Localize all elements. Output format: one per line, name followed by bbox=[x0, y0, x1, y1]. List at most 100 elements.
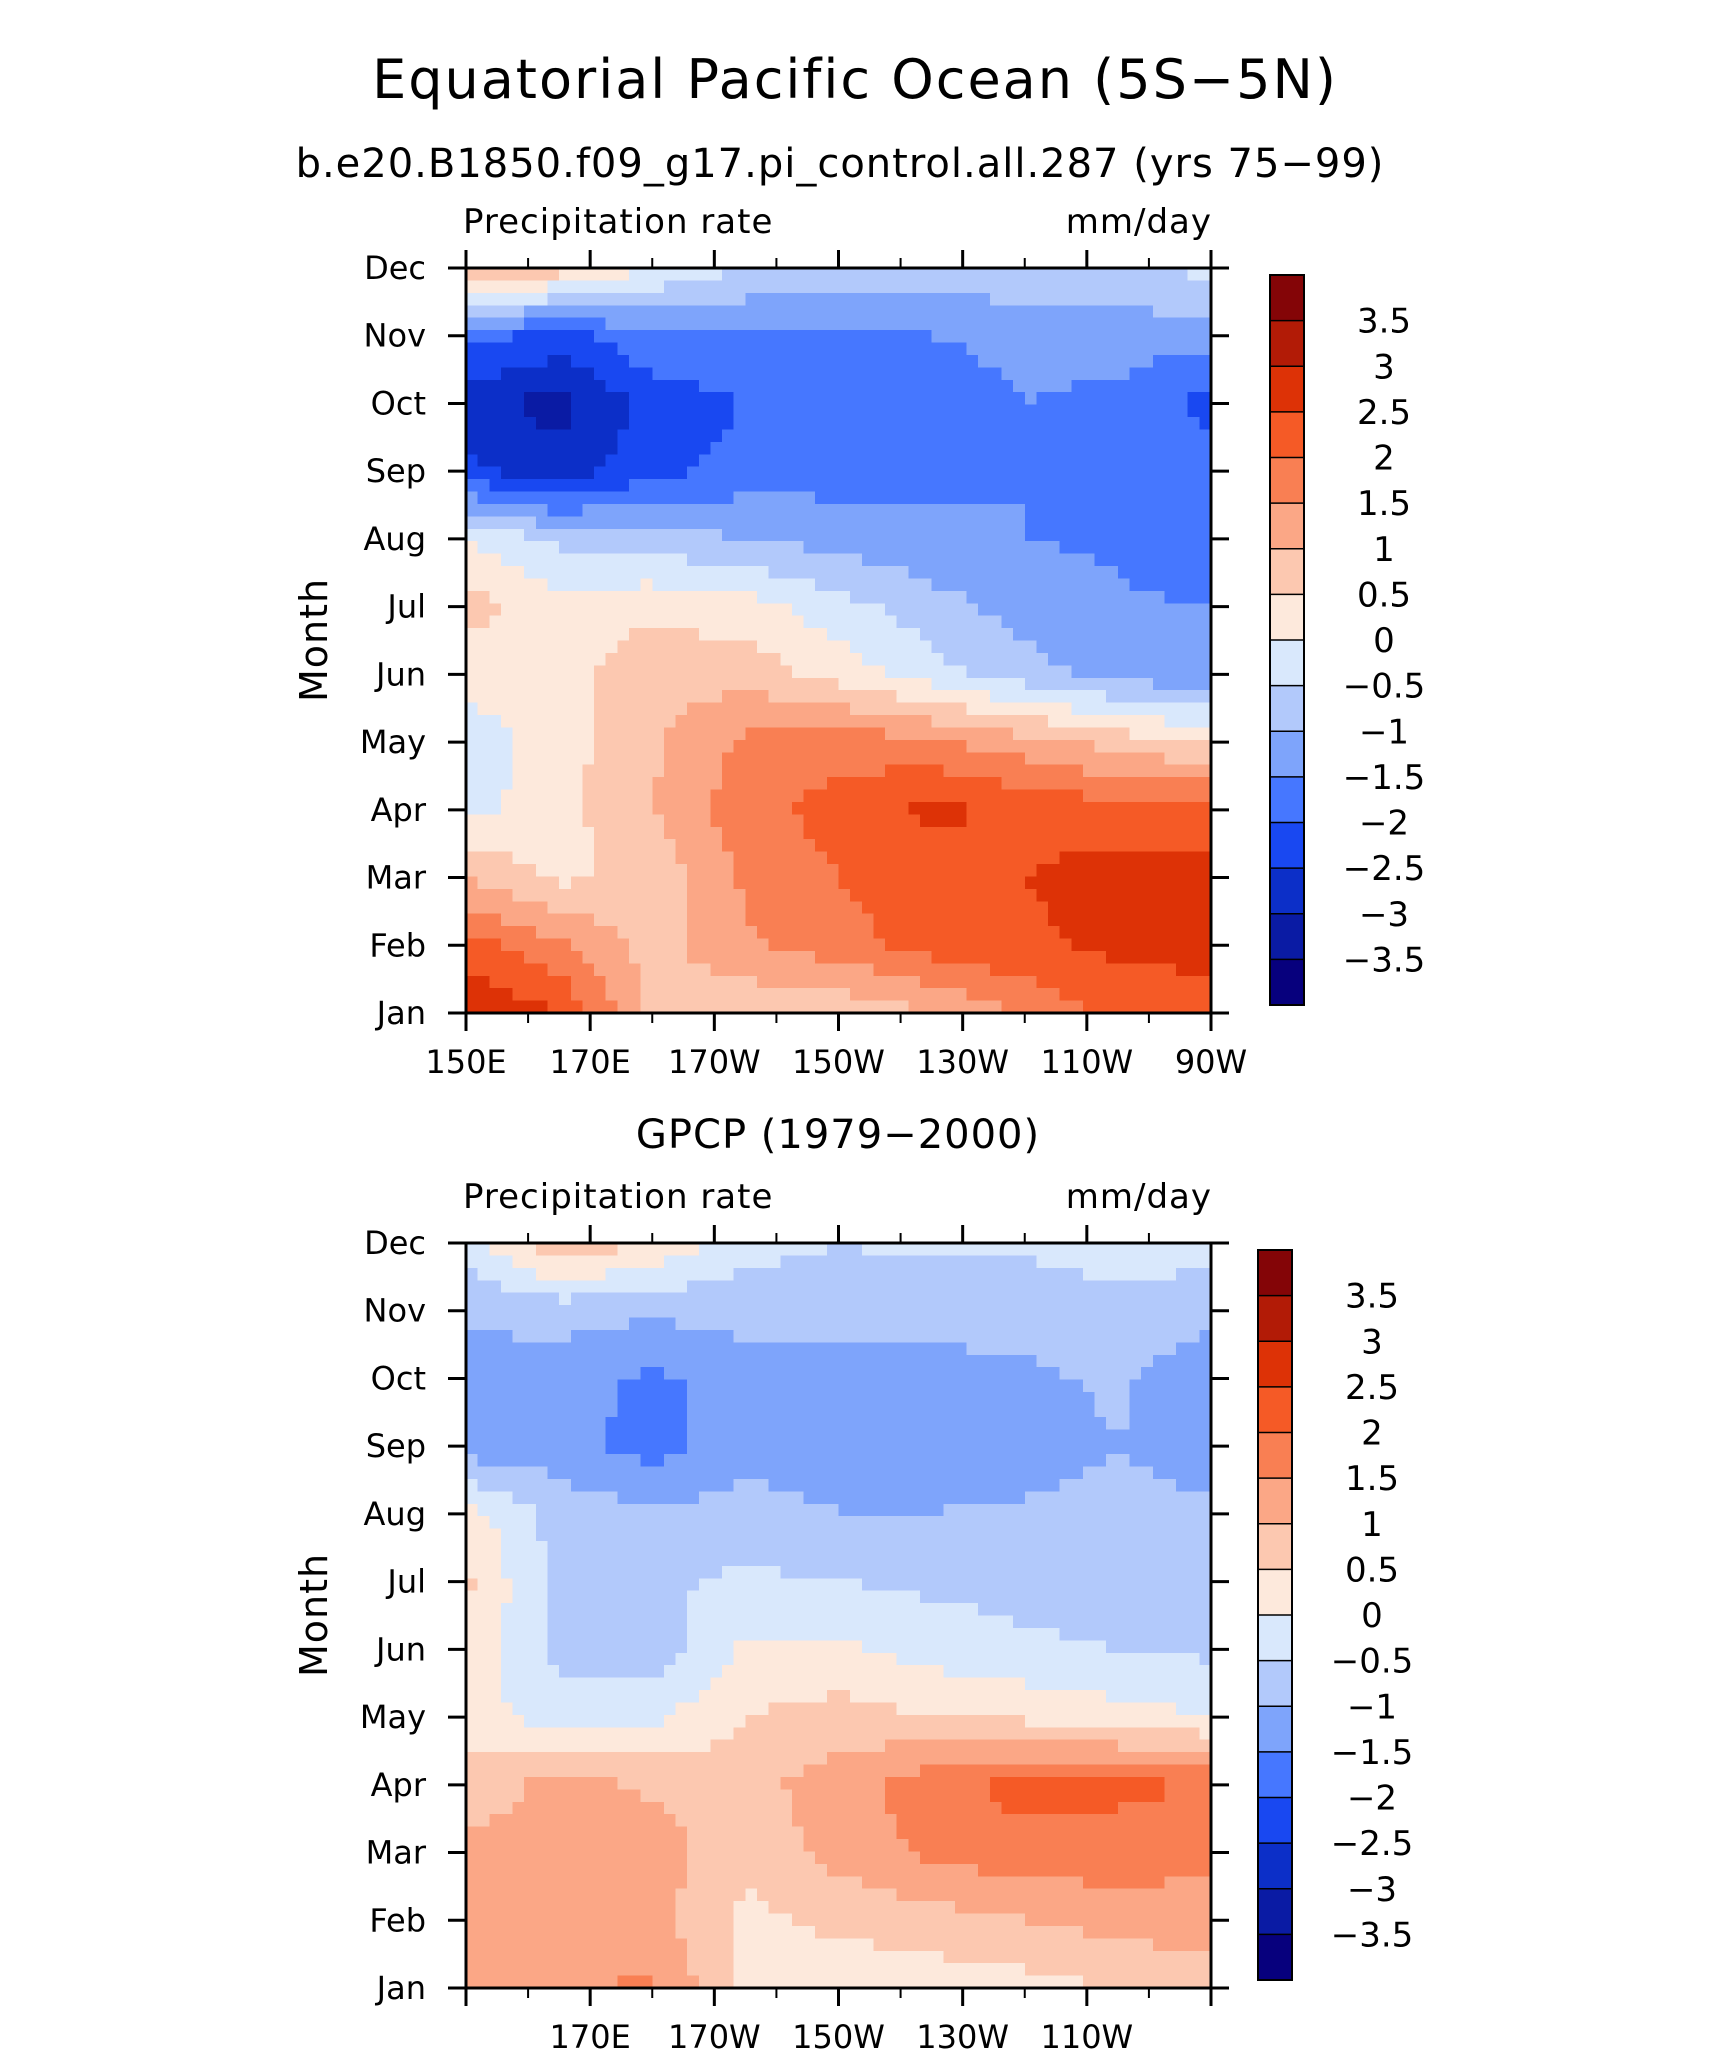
contour-cell bbox=[861, 938, 875, 952]
contour-cell bbox=[535, 727, 549, 741]
contour-cell bbox=[1013, 1267, 1026, 1282]
contour-cell bbox=[943, 876, 956, 890]
contour-cell bbox=[768, 727, 782, 741]
contour-cell bbox=[966, 305, 979, 319]
contour-cell bbox=[1176, 752, 1189, 766]
contour-cell bbox=[1187, 479, 1201, 493]
contour-cell bbox=[1094, 1000, 1108, 1014]
contour-cell bbox=[803, 628, 817, 642]
contour-cell bbox=[617, 677, 630, 691]
contour-cell bbox=[1106, 404, 1119, 418]
contour-cell bbox=[943, 379, 956, 393]
contour-cell bbox=[908, 503, 921, 518]
contour-cell bbox=[722, 503, 735, 518]
contour-cell bbox=[873, 354, 886, 369]
contour-cell bbox=[1152, 578, 1166, 592]
contour-cell bbox=[547, 864, 560, 878]
contour-cell bbox=[954, 1392, 968, 1406]
contour-cell bbox=[989, 975, 1003, 989]
contour-cell bbox=[675, 950, 688, 965]
contour-cell bbox=[780, 876, 793, 890]
contour-cell bbox=[466, 913, 479, 927]
contour-cell bbox=[803, 367, 817, 381]
contour-cell bbox=[826, 541, 840, 555]
contour-cell bbox=[780, 640, 793, 654]
contour-cell bbox=[885, 367, 898, 381]
contour-cell bbox=[826, 367, 840, 381]
contour-cell bbox=[582, 454, 595, 468]
contour-cell bbox=[500, 839, 514, 853]
contour-cell bbox=[803, 876, 817, 890]
contour-cell bbox=[477, 1367, 491, 1381]
contour-cell bbox=[1141, 1367, 1154, 1381]
contour-cell bbox=[1152, 913, 1166, 927]
contour-cell bbox=[1141, 615, 1154, 629]
contour-cell bbox=[954, 491, 968, 505]
contour-cell bbox=[826, 454, 840, 468]
contour-cell bbox=[768, 1404, 782, 1418]
contour-cell bbox=[1106, 640, 1119, 654]
contour-cell bbox=[757, 1379, 770, 1393]
contour-cell bbox=[1082, 491, 1096, 505]
contour-cell bbox=[1176, 404, 1189, 418]
contour-cell bbox=[1164, 665, 1177, 679]
contour-cell bbox=[698, 615, 712, 629]
contour-cell bbox=[919, 292, 933, 307]
contour-cell bbox=[1187, 926, 1201, 940]
contour-cell bbox=[605, 367, 619, 381]
contour-cell bbox=[826, 292, 840, 307]
contour-cell bbox=[885, 528, 898, 542]
contour-cell bbox=[954, 777, 968, 791]
contour-cell bbox=[931, 379, 945, 393]
contour-cell bbox=[1117, 876, 1131, 890]
contour-cell bbox=[989, 379, 1003, 393]
contour-cell bbox=[524, 851, 537, 865]
contour-cell bbox=[1117, 739, 1131, 754]
contour-cell bbox=[477, 454, 491, 468]
contour-cell bbox=[908, 1354, 921, 1368]
contour-cell bbox=[780, 268, 793, 282]
contour-cell bbox=[803, 1429, 817, 1443]
contour-cell bbox=[989, 1305, 1003, 1319]
contour-cell bbox=[1094, 479, 1108, 493]
contour-cell bbox=[675, 938, 688, 952]
contour-cell bbox=[1071, 727, 1084, 741]
contour-cell bbox=[582, 963, 595, 977]
contour-cell bbox=[663, 392, 677, 406]
contour-cell bbox=[838, 417, 851, 431]
contour-cell bbox=[1129, 1367, 1142, 1381]
contour-cell bbox=[966, 392, 979, 406]
contour-cell bbox=[489, 814, 502, 828]
contour-cell bbox=[861, 566, 875, 580]
contour-cell bbox=[1129, 777, 1142, 791]
contour-cell bbox=[687, 466, 700, 480]
contour-cell bbox=[861, 292, 875, 307]
contour-cell bbox=[710, 777, 723, 791]
contour-cell bbox=[675, 665, 688, 679]
contour-cell bbox=[733, 578, 747, 592]
contour-cell bbox=[780, 330, 793, 344]
contour-cell bbox=[640, 677, 654, 691]
contour-cell bbox=[687, 292, 700, 307]
contour-cell bbox=[815, 926, 828, 940]
contour-cell bbox=[1048, 814, 1061, 828]
contour-cell bbox=[978, 528, 991, 542]
contour-cell bbox=[722, 727, 735, 741]
contour-cell bbox=[1094, 1367, 1108, 1381]
contour-cell bbox=[466, 1392, 479, 1406]
contour-cell bbox=[489, 1416, 502, 1431]
contour-cell bbox=[628, 851, 642, 865]
contour-cell bbox=[547, 1000, 560, 1014]
contour-cell bbox=[594, 1379, 607, 1393]
contour-cell bbox=[757, 628, 770, 642]
contour-cell bbox=[489, 305, 502, 319]
contour-cell bbox=[1117, 938, 1131, 952]
contour-cell bbox=[943, 330, 956, 344]
contour-cell bbox=[1036, 454, 1049, 468]
contour-cell bbox=[675, 789, 688, 803]
contour-cell bbox=[663, 417, 677, 431]
contour-cell bbox=[885, 628, 898, 642]
contour-cell bbox=[931, 566, 945, 580]
contour-cell bbox=[535, 342, 549, 356]
contour-cell bbox=[582, 342, 595, 356]
